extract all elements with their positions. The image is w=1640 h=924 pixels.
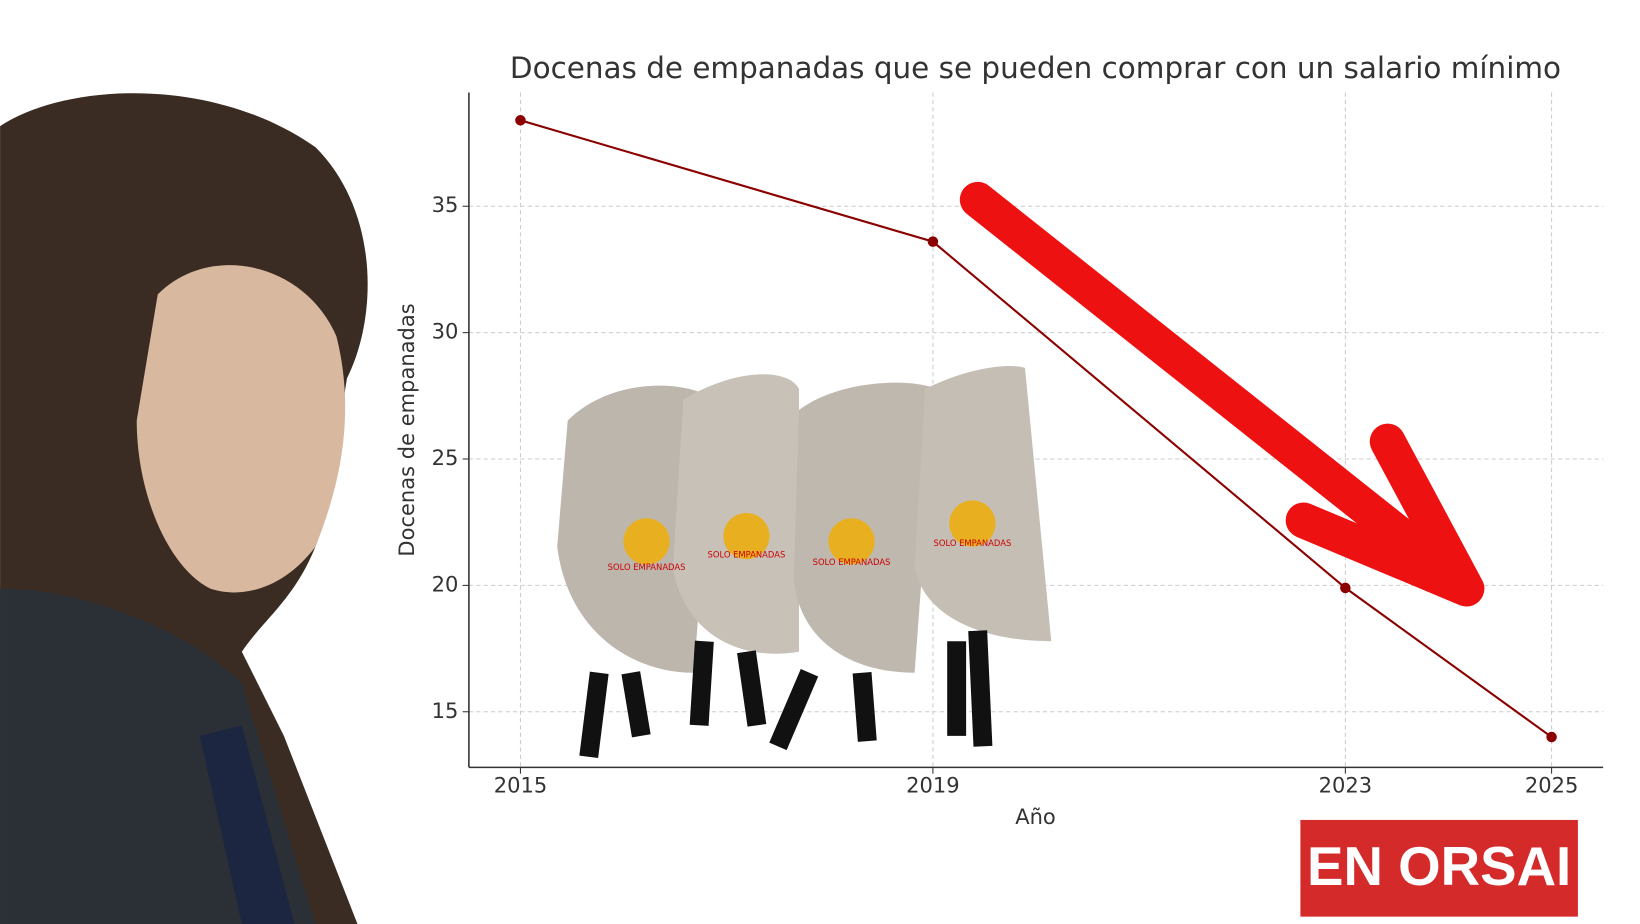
- data-point: [1546, 731, 1557, 743]
- x-axis-label: Año: [1015, 804, 1056, 829]
- costume-label: SOLO EMPANADAS: [934, 538, 1012, 548]
- y-tick-label: 30: [432, 319, 459, 344]
- red-arrow: [959, 181, 1485, 607]
- logo: EN ORSAI: [1307, 836, 1571, 897]
- y-tick-label: 35: [432, 192, 459, 217]
- y-tick-label: 20: [432, 571, 459, 596]
- data-point: [515, 115, 526, 126]
- series-line: [520, 119, 1553, 738]
- y-axis-label: Docenas de empanadas: [394, 303, 419, 556]
- logo-box: [1300, 819, 1578, 917]
- costume-label: SOLO EMPANADAS: [813, 557, 891, 567]
- costumes-photo: SOLO EMPANADAS SOLO EMPANADAS SOLO EMPAN…: [557, 366, 1052, 759]
- y-tick-label: 25: [432, 445, 459, 470]
- x-tick-label: 2019: [906, 772, 959, 797]
- costume-label: SOLO EMPANADAS: [608, 562, 686, 572]
- data-point: [927, 236, 939, 247]
- person-photo: [0, 93, 368, 924]
- x-tick-label: 2025: [1525, 772, 1578, 797]
- costume-label: SOLO EMPANADAS: [708, 550, 786, 560]
- y-tick-label: 15: [432, 698, 459, 723]
- data-point: [1340, 582, 1351, 594]
- x-tick-label: 2023: [1319, 772, 1372, 797]
- x-tick-label: 2015: [494, 772, 547, 797]
- chart-title: Docenas de empanadas que se pueden compr…: [510, 51, 1561, 85]
